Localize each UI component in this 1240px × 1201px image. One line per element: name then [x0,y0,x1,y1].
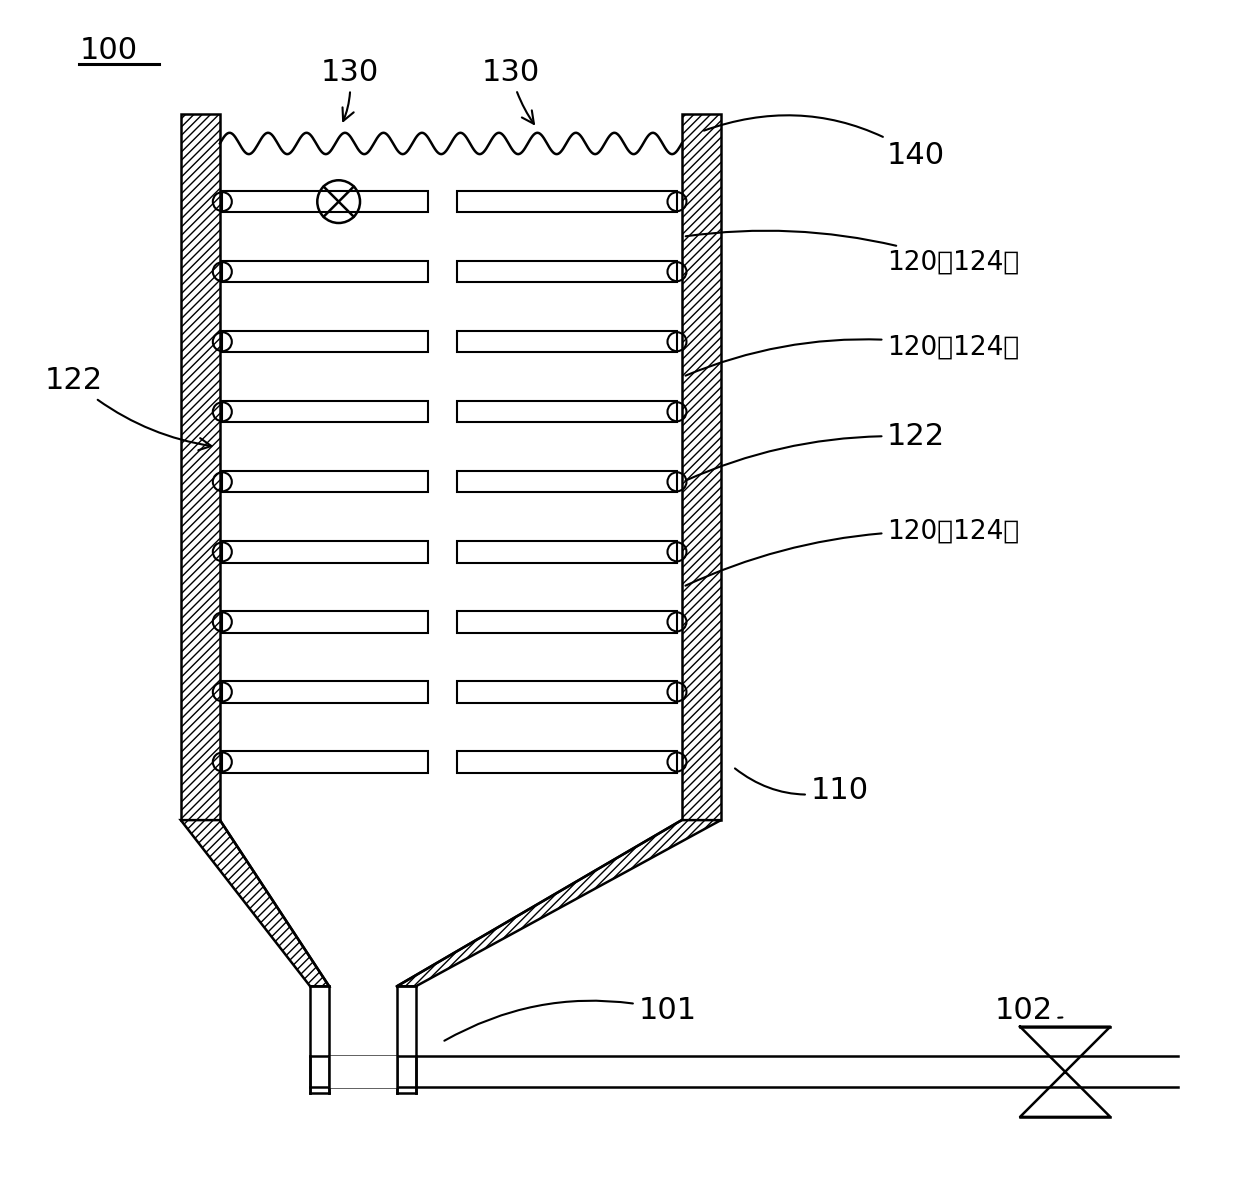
Bar [458,611,677,633]
Bar [222,752,428,772]
Bar [222,681,428,703]
Text: 120（124）: 120（124） [686,335,1019,376]
Bar [222,331,428,352]
Bar [222,401,428,423]
Polygon shape [397,820,720,986]
Text: 102: 102 [994,996,1063,1024]
Bar [222,611,428,633]
Text: 130: 130 [481,58,539,124]
Bar [222,471,428,492]
Text: 140: 140 [704,115,945,169]
Text: 110: 110 [735,769,869,805]
Text: 122: 122 [686,423,945,480]
Polygon shape [181,114,219,820]
Bar [458,681,677,703]
Bar [458,471,677,492]
Text: 101: 101 [444,996,697,1041]
Bar [222,542,428,562]
Bar [458,261,677,282]
Polygon shape [682,114,720,820]
Text: 122: 122 [45,366,211,450]
Text: 100: 100 [79,36,138,65]
Bar [458,401,677,423]
Bar [458,542,677,562]
Text: 130: 130 [320,58,378,121]
Bar [458,331,677,352]
Bar [222,261,428,282]
Polygon shape [181,820,329,986]
Text: 120（124）: 120（124） [686,231,1019,275]
Bar [458,191,677,213]
Bar [222,191,428,213]
Bar [458,752,677,772]
Text: 120（124）: 120（124） [686,519,1019,586]
